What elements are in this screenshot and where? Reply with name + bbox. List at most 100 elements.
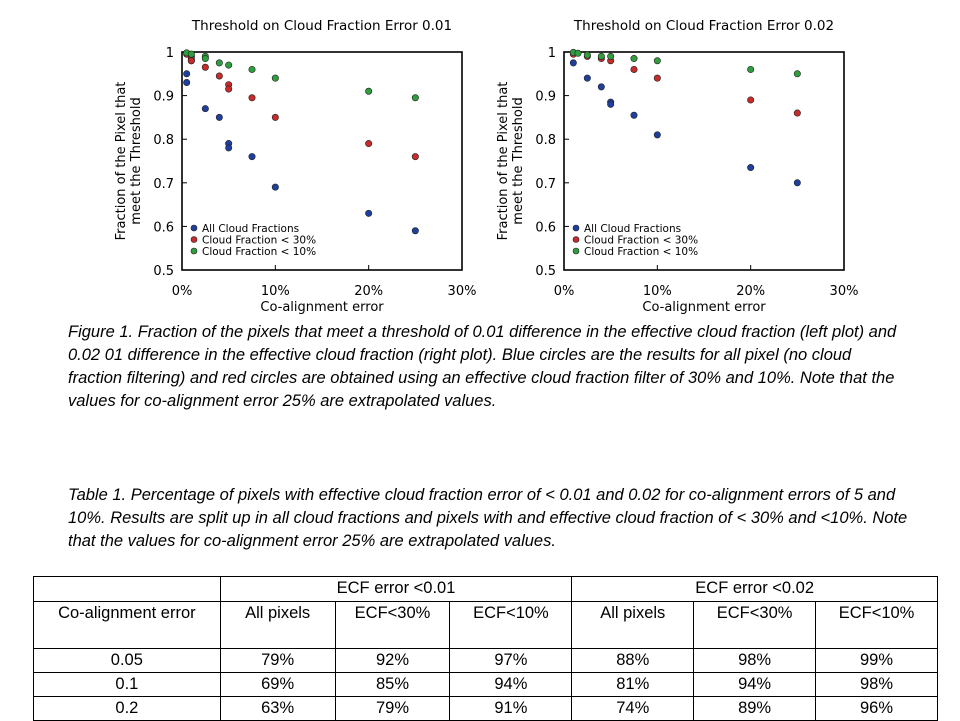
chart-title: Threshold on Cloud Fraction Error 0.01 — [191, 18, 452, 34]
y-axis-label-line: Fraction of the Pixel that — [496, 82, 511, 241]
table-cell: 74% — [571, 696, 695, 721]
data-point — [630, 55, 638, 63]
series-cloud-fraction-10- — [569, 48, 801, 78]
data-point — [747, 96, 755, 104]
table-row: 0.2 63% 79% 91% 74% 89% 96% — [33, 696, 938, 721]
chart-title: Threshold on Cloud Fraction Error 0.02 — [573, 18, 834, 34]
legend-marker — [190, 236, 198, 243]
y-tick-label: 0.9 — [153, 90, 174, 105]
data-point — [653, 74, 661, 82]
data-point — [225, 61, 233, 69]
chart-left: Threshold on Cloud Fraction Error 0.01 0.… — [105, 0, 480, 318]
y-axis-label-line: meet the Threshold — [129, 97, 144, 224]
y-axis-label-line: meet the Threshold — [511, 97, 526, 224]
data-point — [225, 85, 233, 93]
y-tick-label: 0.6 — [535, 220, 556, 235]
data-point — [597, 83, 605, 91]
legend-marker — [572, 224, 580, 232]
table-cell: 0.05 — [33, 648, 221, 673]
data-point — [248, 153, 256, 161]
table-cell: 99% — [815, 648, 938, 673]
y-tick-label: 1 — [548, 46, 556, 61]
y-tick-label: 0.6 — [153, 220, 174, 235]
data-point — [583, 74, 591, 82]
data-point — [215, 113, 223, 121]
y-tick-label: 0.8 — [535, 133, 556, 148]
x-tick-label: 20% — [354, 284, 383, 299]
data-point — [411, 153, 419, 161]
legend-label: All Cloud Fractions — [202, 223, 299, 235]
series-all-cloud-fractions — [569, 59, 801, 187]
data-point — [630, 65, 638, 73]
table-cell: 69% — [219, 672, 336, 697]
legend-label: Cloud Fraction < 30% — [584, 235, 698, 247]
x-tick-label: 0% — [172, 284, 193, 299]
x-tick-label: 30% — [448, 284, 477, 299]
table-cell: 89% — [693, 696, 817, 721]
table-row: 0.1 69% 85% 94% 81% 94% 98% — [33, 672, 938, 697]
data-point — [271, 183, 279, 191]
y-tick-label: 0.9 — [535, 90, 556, 105]
data-point — [793, 179, 801, 187]
legend-marker — [190, 247, 198, 255]
data-point — [607, 100, 615, 108]
table-cell: 88% — [571, 648, 695, 673]
data-point — [215, 72, 223, 80]
table-cell: 98% — [815, 672, 938, 697]
data-point — [607, 52, 615, 60]
scatter-plot: Threshold on Cloud Fraction Error 0.02 0.… — [496, 18, 859, 315]
data-point — [597, 52, 605, 60]
data-point — [411, 94, 419, 102]
data-point — [248, 94, 256, 102]
table-header-cell: ECF<10% — [449, 601, 573, 649]
data-point — [630, 111, 638, 119]
table-cell: 0.2 — [33, 696, 221, 721]
x-axis-label: Co-alignment error — [642, 300, 766, 315]
legend-label: All Cloud Fractions — [584, 223, 681, 235]
table-header-cell: ECF<30% — [334, 601, 451, 649]
table-group-header: ECF error <0.02 — [571, 576, 938, 602]
table-cell: 97% — [449, 648, 573, 673]
table-header-cell: ECF<30% — [693, 601, 817, 649]
legend-label: Cloud Fraction < 10% — [584, 246, 698, 258]
data-point — [201, 105, 209, 113]
results-table: ECF error <0.01 ECF error <0.02 Co-align… — [33, 576, 938, 721]
table-cell: 79% — [219, 648, 336, 673]
y-tick-label: 0.7 — [535, 177, 556, 192]
chart-right: Threshold on Cloud Fraction Error 0.02 0.… — [487, 0, 862, 318]
y-axis-label-line: Fraction of the Pixel that — [114, 82, 129, 241]
scatter-plot: Threshold on Cloud Fraction Error 0.01 0.… — [114, 18, 477, 315]
table-cell: 0.1 — [33, 672, 221, 697]
table-cell: 94% — [449, 672, 573, 697]
x-tick-label: 0% — [554, 284, 575, 299]
figure-caption: Figure 1. Fraction of the pixels that me… — [68, 323, 897, 410]
series-cloud-fraction-30- — [569, 50, 801, 117]
table-cell: 91% — [449, 696, 573, 721]
x-tick-label: 10% — [261, 284, 290, 299]
data-point — [583, 51, 591, 59]
data-point — [365, 140, 373, 148]
table-caption: Table 1. Percentage of pixels with effec… — [68, 486, 908, 550]
table-cell: 63% — [219, 696, 336, 721]
x-tick-label: 30% — [830, 284, 859, 299]
data-point — [215, 59, 223, 67]
x-tick-label: 20% — [736, 284, 765, 299]
table-cell: 79% — [334, 696, 451, 721]
legend-label: Cloud Fraction < 30% — [202, 235, 316, 247]
data-point — [183, 79, 191, 87]
table-cell: 85% — [334, 672, 451, 697]
data-point — [574, 49, 582, 57]
table-header-cell: All pixels — [571, 601, 695, 649]
table-group-header-row: ECF error <0.01 ECF error <0.02 — [33, 576, 938, 602]
data-point — [183, 70, 191, 78]
data-point — [271, 74, 279, 82]
series-cloud-fraction-30- — [183, 50, 419, 161]
data-point — [653, 131, 661, 139]
data-point — [411, 227, 419, 235]
table-row: 0.05 79% 92% 97% 88% 98% 99% — [33, 648, 938, 673]
x-axis-label: Co-alignment error — [260, 300, 384, 315]
table-cell: 98% — [693, 648, 817, 673]
legend-marker — [572, 236, 580, 243]
data-point — [201, 63, 209, 71]
data-point — [747, 65, 755, 73]
